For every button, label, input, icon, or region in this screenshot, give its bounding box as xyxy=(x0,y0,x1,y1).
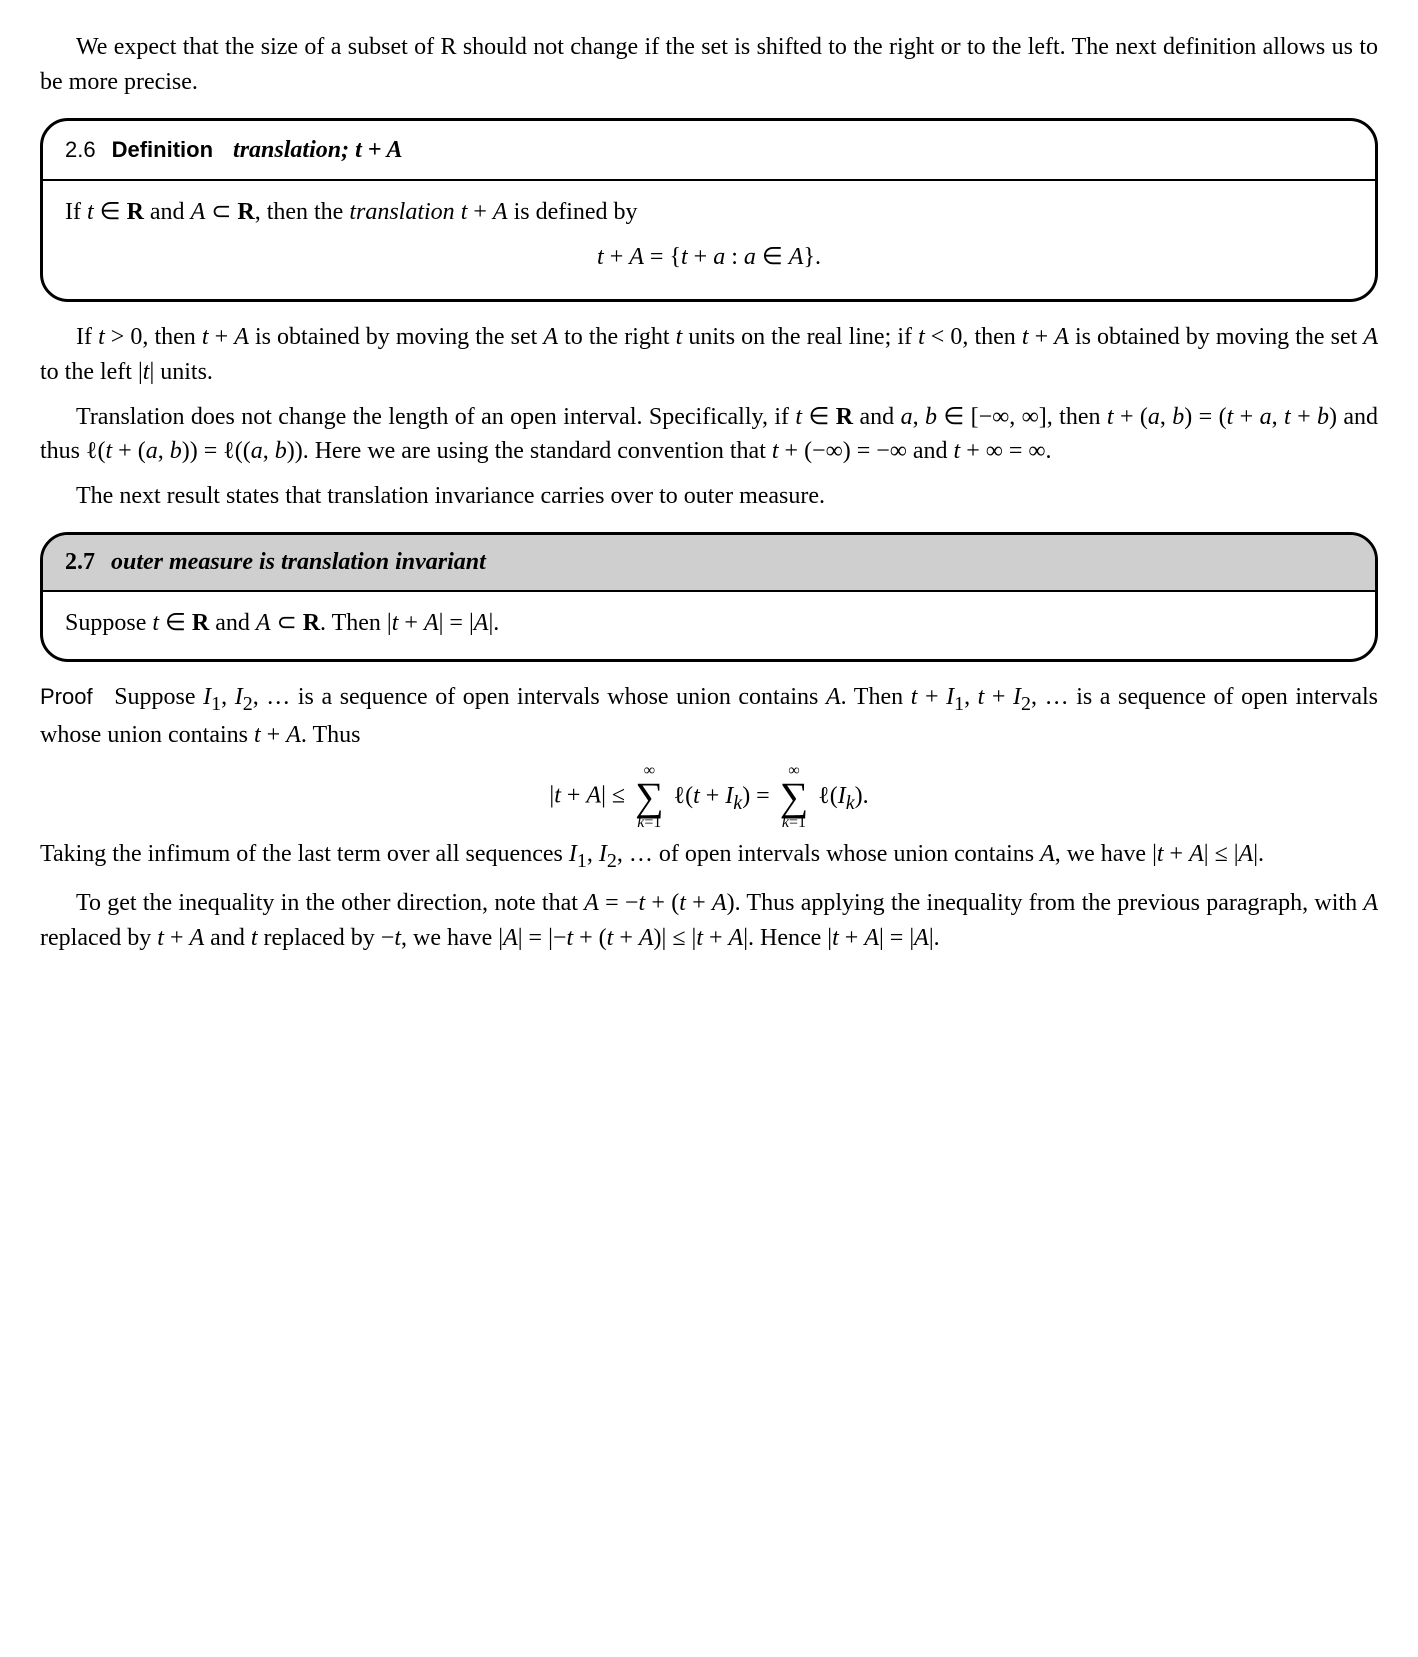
definition-title: translation; t + A xyxy=(233,137,403,163)
proof-text-1: Suppose I1, I2, … is a sequence of open … xyxy=(40,684,1378,749)
sigma-icon: ∑ xyxy=(635,779,664,815)
summation-2: ∞ ∑ k=1 xyxy=(780,763,809,831)
proof-display-equation: |t + A| ≤ ∞ ∑ k=1 ℓ(t + Ik) = ∞ ∑ k=1 ℓ(… xyxy=(40,763,1378,831)
theorem-title: outer measure is translation invariant xyxy=(111,549,486,575)
definition-label: Definition xyxy=(112,137,213,162)
sigma-icon: ∑ xyxy=(780,779,809,815)
theorem-statement: Suppose t ∈ R and A ⊂ R. Then |t + A| = … xyxy=(65,606,1353,641)
definition-2-6-header: 2.6 Definition translation; t + A xyxy=(43,121,1375,182)
proof-paragraph-3: To get the inequality in the other direc… xyxy=(40,886,1378,956)
definition-2-6-body: If t ∈ R and A ⊂ R, then the translation… xyxy=(43,181,1375,299)
eq-term-2: ℓ(Ik). xyxy=(818,783,868,809)
definition-equation: t + A = {t + a : a ∈ A}. xyxy=(65,240,1353,275)
eq-lhs: |t + A| ≤ xyxy=(549,783,631,809)
definition-body-text: If t ∈ R and A ⊂ R, then the translation… xyxy=(65,195,1353,230)
theorem-2-7-body: Suppose t ∈ R and A ⊂ R. Then |t + A| = … xyxy=(43,592,1375,659)
paragraph-after-def-3: The next result states that translation … xyxy=(40,479,1378,514)
theorem-number: 2.7 xyxy=(65,549,95,575)
sum-lower-2: k=1 xyxy=(780,815,809,831)
summation-1: ∞ ∑ k=1 xyxy=(635,763,664,831)
sum-lower: k=1 xyxy=(635,815,664,831)
theorem-2-7-box: 2.7 outer measure is translation invaria… xyxy=(40,532,1378,662)
definition-2-6-box: 2.6 Definition translation; t + A If t ∈… xyxy=(40,118,1378,302)
eq-term-1: ℓ(t + Ik) = xyxy=(674,783,776,809)
theorem-2-7-header: 2.7 outer measure is translation invaria… xyxy=(43,535,1375,592)
proof-label: Proof xyxy=(40,684,93,709)
definition-number: 2.6 xyxy=(65,137,96,162)
paragraph-after-def-2: Translation does not change the length o… xyxy=(40,400,1378,470)
proof-paragraph-2: Taking the infimum of the last term over… xyxy=(40,837,1378,876)
intro-paragraph: We expect that the size of a subset of R… xyxy=(40,30,1378,100)
proof-paragraph-1: Proof Suppose I1, I2, … is a sequence of… xyxy=(40,680,1378,754)
paragraph-after-def-1: If t > 0, then t + A is obtained by movi… xyxy=(40,320,1378,390)
